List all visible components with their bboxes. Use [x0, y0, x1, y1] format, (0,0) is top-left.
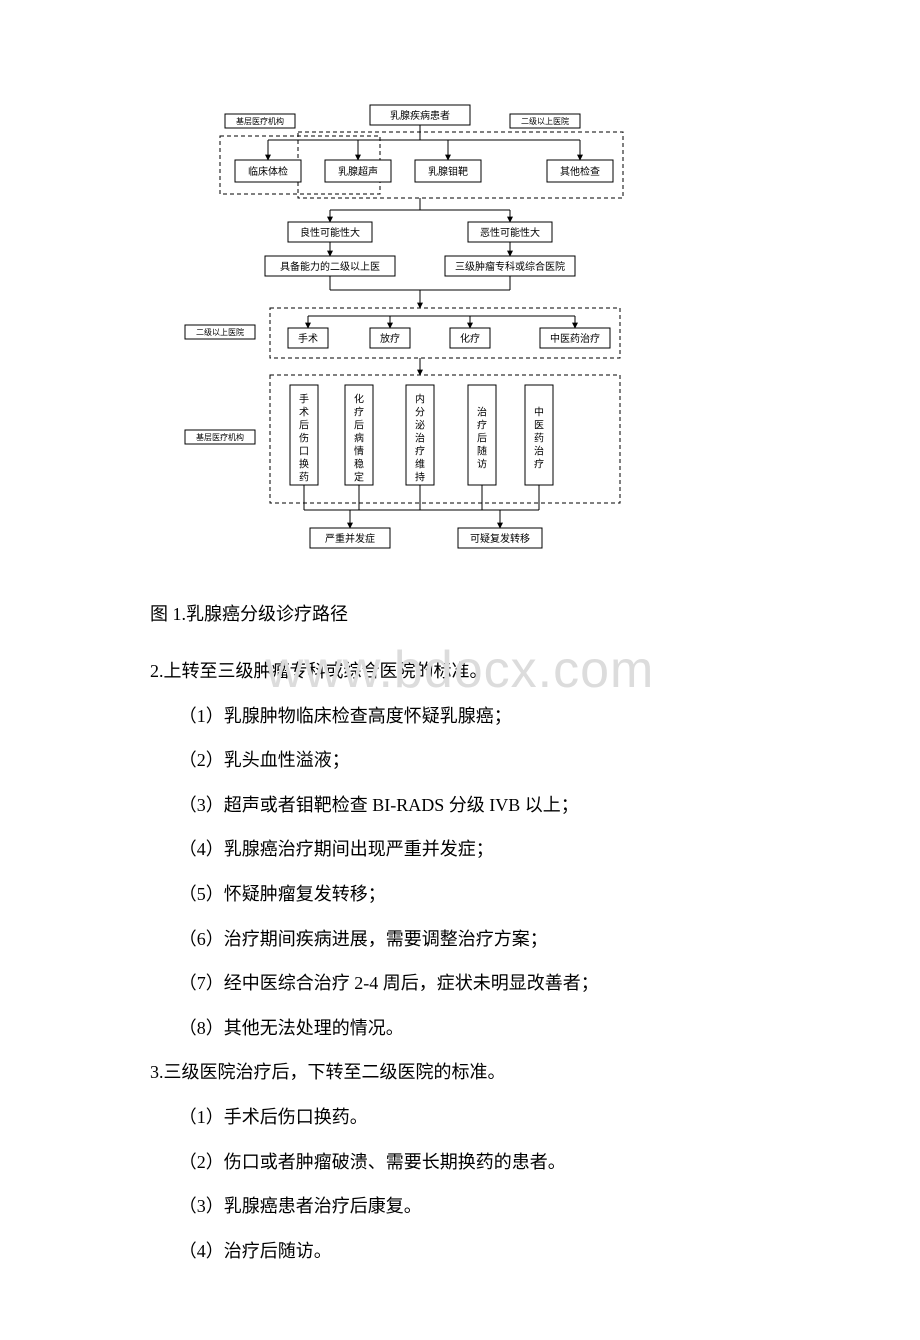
figure-caption: 图 1.乳腺癌分级诊疗路径 [150, 600, 770, 626]
section2-item: （3）超声或者钼靶检查 BI-RADS 分级 IVB 以上； [150, 790, 770, 821]
svg-text:临床体检: 临床体检 [248, 165, 288, 178]
svg-text:可疑复发转移: 可疑复发转移 [470, 532, 530, 545]
section2-item: （8）其他无法处理的情况。 [150, 1013, 770, 1044]
section2-heading: 2.上转至三级肿瘤专科或综合医院的标准。 [150, 656, 770, 687]
svg-text:基层医疗机构: 基层医疗机构 [236, 116, 284, 126]
svg-text:恶性可能性大: 恶性可能性大 [480, 226, 540, 239]
section2-item: （7）经中医综合治疗 2-4 周后，症状未明显改善者； [150, 968, 770, 999]
svg-text:基层医疗机构: 基层医疗机构 [196, 432, 244, 442]
section3-item: （4）治疗后随访。 [150, 1236, 770, 1267]
svg-text:手术: 手术 [298, 332, 318, 345]
flowchart: 乳腺疾病患者 基层医疗机构 二级以上医院 临床体检 乳腺超声 乳腺钼靶 [180, 100, 660, 580]
body-text: 2.上转至三级肿瘤专科或综合医院的标准。 （1）乳腺肿物临床检查高度怀疑乳腺癌；… [150, 656, 770, 1266]
section3-heading: 3.三级医院治疗后，下转至二级医院的标准。 [150, 1057, 770, 1088]
section3-item: （1）手术后伤口换药。 [150, 1102, 770, 1133]
svg-text:治疗后随访: 治疗后随访 [477, 406, 487, 471]
svg-text:乳腺钼靶: 乳腺钼靶 [428, 165, 468, 178]
svg-text:化疗: 化疗 [460, 332, 480, 345]
svg-text:乳腺疾病患者: 乳腺疾病患者 [390, 109, 450, 122]
svg-text:三级肿瘤专科或综合医院: 三级肿瘤专科或综合医院 [455, 260, 565, 273]
section2-item: （4）乳腺癌治疗期间出现严重并发症； [150, 834, 770, 865]
svg-text:二级以上医院: 二级以上医院 [521, 116, 569, 126]
svg-text:良性可能性大: 良性可能性大 [300, 226, 360, 239]
section3-item: （2）伤口或者肿瘤破溃、需要长期换药的患者。 [150, 1147, 770, 1178]
svg-text:中医药治疗: 中医药治疗 [550, 332, 600, 345]
section2-item: （1）乳腺肿物临床检查高度怀疑乳腺癌； [150, 701, 770, 732]
svg-text:严重并发症: 严重并发症 [325, 532, 375, 545]
svg-text:具备能力的二级以上医: 具备能力的二级以上医 [280, 260, 380, 273]
section3-item: （3）乳腺癌患者治疗后康复。 [150, 1191, 770, 1222]
svg-text:放疗: 放疗 [380, 332, 400, 345]
section2-item: （5）怀疑肿瘤复发转移； [150, 879, 770, 910]
section2-item: （2）乳头血性溢液； [150, 745, 770, 776]
svg-text:二级以上医院: 二级以上医院 [196, 327, 244, 337]
svg-text:其他检查: 其他检查 [560, 165, 600, 178]
section2-item: （6）治疗期间疾病进展，需要调整治疗方案； [150, 924, 770, 955]
svg-text:乳腺超声: 乳腺超声 [338, 165, 378, 178]
svg-text:中医药治疗: 中医药治疗 [534, 406, 544, 471]
page: 乳腺疾病患者 基层医疗机构 二级以上医院 临床体检 乳腺超声 乳腺钼靶 [0, 0, 920, 1340]
